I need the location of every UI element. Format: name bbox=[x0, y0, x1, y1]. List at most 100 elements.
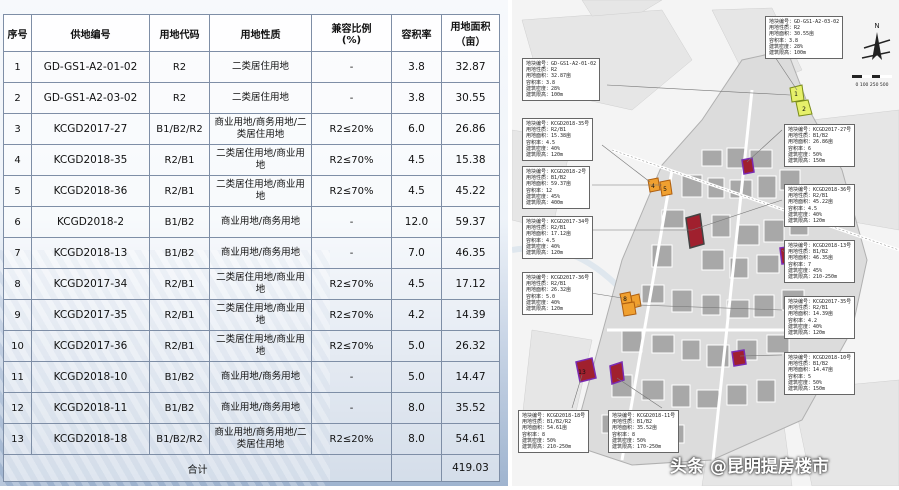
callout-12: 地块编号：KCGD2018-18号 用地性质：B1/B2/R2 用地面积：54.61… bbox=[518, 410, 590, 454]
row-area: 26.86 bbox=[441, 113, 500, 145]
parcel-12 bbox=[609, 360, 625, 386]
callout-10: 地块编号：KCGD2017-35号 用地性质：R2/B1 用地面积：14.39亩 容积… bbox=[784, 296, 856, 340]
row-compat-ratio: - bbox=[311, 51, 392, 83]
parcel-3 bbox=[741, 157, 755, 175]
callout-2: 地块编号：GD-GS1-A2-01-02 用地性质：R2 用地面积：32.87亩 容积… bbox=[522, 58, 601, 102]
row-land-code: B1/B2/R2 bbox=[149, 423, 210, 455]
row-area: 14.47 bbox=[441, 361, 500, 393]
row-index: 12 bbox=[3, 392, 32, 424]
row-land-use: 商业用地/商务用地 bbox=[209, 206, 312, 238]
parcel-13 bbox=[575, 357, 597, 383]
row-area: 59.37 bbox=[441, 206, 500, 238]
header-far: 容积率 bbox=[391, 14, 442, 52]
row-parcel-id: KCGD2018-10 bbox=[31, 361, 150, 393]
row-parcel-id: GD-GS1-A2-03-02 bbox=[31, 82, 150, 114]
parcel-label-5: 5 bbox=[663, 186, 667, 193]
row-parcel-id: KCGD2017-27 bbox=[31, 113, 150, 145]
total-label: 合计 bbox=[3, 454, 392, 482]
total-empty bbox=[391, 454, 442, 482]
row-area: 32.87 bbox=[441, 51, 500, 83]
row-area: 45.22 bbox=[441, 175, 500, 207]
row-area: 46.35 bbox=[441, 237, 500, 269]
row-land-code: R2/B1 bbox=[149, 299, 210, 331]
callout-8: 地块编号：KCGD2018-13号 用地性质：B1/B2 用地面积：46.35亩 容积… bbox=[784, 240, 856, 284]
total-value: 419.03 bbox=[441, 454, 500, 482]
callout-4: 地块编号：KCGD2018-35号 用地性质：R2/B1 用地面积：15.38亩 容积… bbox=[522, 118, 594, 162]
land-table: 序号 供地编号 用地代码 用地性质 兼容比例 (%) 容积率 用地面积 （亩） … bbox=[3, 14, 500, 482]
table-row: 13 KCGD2018-18 B1/B2/R2 商业用地/商务用地/二类居住用地 R2≤… bbox=[3, 423, 500, 455]
row-land-code: B1/B2/R2 bbox=[149, 113, 210, 145]
row-compat-ratio: R2≤20% bbox=[311, 423, 392, 455]
row-index: 7 bbox=[3, 237, 32, 269]
table-row: 2 GD-GS1-A2-03-02 R2 二类居住用地 -3.8 30.55 bbox=[3, 82, 500, 114]
row-index: 13 bbox=[3, 423, 32, 455]
parcel-10 bbox=[621, 301, 637, 317]
parcel-label-13: 13 bbox=[578, 369, 586, 376]
row-land-use: 二类居住用地 bbox=[209, 51, 312, 83]
row-compat-ratio: R2≤70% bbox=[311, 268, 392, 300]
row-land-use: 二类居住用地/商业用地 bbox=[209, 144, 312, 176]
row-far: 8.0 bbox=[391, 423, 442, 455]
row-land-use: 商业用地/商务用地 bbox=[209, 237, 312, 269]
row-far: 4.5 bbox=[391, 268, 442, 300]
callout-9: 地块编号：KCGD2017-36号 用地性质：R2/B1 用地面积：26.32亩 容积… bbox=[522, 272, 594, 316]
land-map: 1 2 4 5 8 13 N 0 100 250 500 bbox=[511, 0, 899, 487]
table-header-row: 序号 供地编号 用地代码 用地性质 兼容比例 (%) 容积率 用地面积 （亩） bbox=[3, 14, 500, 52]
callout-13: 地块编号：KCGD2018-11号 用地性质：B1/B2 用地面积：35.52亩 容积… bbox=[608, 410, 680, 454]
header-area: 用地面积 （亩） bbox=[441, 14, 500, 52]
row-index: 10 bbox=[3, 330, 32, 362]
parcel-label-2: 2 bbox=[802, 106, 806, 113]
callout-5: 地块编号：KCGD2018-2号 用地性质：B1/B2 用地面积：59.37亩 容积率… bbox=[522, 166, 591, 210]
callout-11: 地块编号：KCGD2018-10号 用地性质：B1/B2 用地面积：14.47亩 容积… bbox=[784, 352, 856, 396]
row-compat-ratio: - bbox=[311, 82, 392, 114]
row-compat-ratio: R2≤70% bbox=[311, 299, 392, 331]
row-land-use: 商业用地/商务用地/二类居住用地 bbox=[209, 423, 312, 455]
table-row: 3 KCGD2017-27 B1/B2/R2 商业用地/商务用地/二类居住用地 R2≤2… bbox=[3, 113, 500, 145]
parcel-11 bbox=[731, 349, 747, 367]
row-land-code: B1/B2 bbox=[149, 361, 210, 393]
north-label: N bbox=[874, 22, 879, 30]
row-land-use: 商业用地/商务用地 bbox=[209, 392, 312, 424]
header-compat-ratio: 兼容比例 (%) bbox=[311, 14, 392, 52]
row-land-code: R2/B1 bbox=[149, 175, 210, 207]
row-far: 12.0 bbox=[391, 206, 442, 238]
row-index: 1 bbox=[3, 51, 32, 83]
table-row: 1 GD-GS1-A2-01-02 R2 二类居住用地 -3.8 32.87 bbox=[3, 51, 500, 83]
row-far: 5.0 bbox=[391, 361, 442, 393]
row-land-use: 二类居住用地/商业用地 bbox=[209, 299, 312, 331]
row-far: 7.0 bbox=[391, 237, 442, 269]
row-land-use: 二类居住用地 bbox=[209, 82, 312, 114]
row-area: 26.32 bbox=[441, 330, 500, 362]
row-index: 9 bbox=[3, 299, 32, 331]
header-index: 序号 bbox=[3, 14, 32, 52]
row-land-code: R2/B1 bbox=[149, 268, 210, 300]
callout-1: 地块编号：GD-GS1-A2-03-02 用地性质：R2 用地面积：30.55亩 容积… bbox=[765, 16, 844, 60]
row-land-use: 商业用地/商务用地 bbox=[209, 361, 312, 393]
row-parcel-id: KCGD2018-11 bbox=[31, 392, 150, 424]
row-far: 4.2 bbox=[391, 299, 442, 331]
row-parcel-id: KCGD2017-35 bbox=[31, 299, 150, 331]
callout-6: 地块编号：KCGD2018-36号 用地性质：R2/B1 用地面积：45.22亩 容积… bbox=[784, 184, 856, 228]
parcel-1 bbox=[789, 84, 805, 103]
row-land-use: 二类居住用地/商业用地 bbox=[209, 175, 312, 207]
row-land-code: R2/B1 bbox=[149, 144, 210, 176]
row-far: 4.5 bbox=[391, 144, 442, 176]
header-parcel-id: 供地编号 bbox=[31, 14, 150, 52]
row-index: 4 bbox=[3, 144, 32, 176]
parcel-5 bbox=[659, 179, 673, 197]
table-total-row: 合计 419.03 bbox=[3, 454, 500, 482]
row-area: 54.61 bbox=[441, 423, 500, 455]
row-far: 6.0 bbox=[391, 113, 442, 145]
row-compat-ratio: - bbox=[311, 361, 392, 393]
parcel-2 bbox=[795, 99, 813, 117]
row-land-code: R2 bbox=[149, 51, 210, 83]
row-far: 5.0 bbox=[391, 330, 442, 362]
land-table-panel: 序号 供地编号 用地代码 用地性质 兼容比例 (%) 容积率 用地面积 （亩） … bbox=[0, 0, 516, 486]
row-area: 30.55 bbox=[441, 82, 500, 114]
row-parcel-id: KCGD2018-13 bbox=[31, 237, 150, 269]
callout-3: 地块编号：KCGD2017-27号 用地性质：B1/B2 用地面积：26.86亩 容积… bbox=[784, 124, 856, 168]
row-index: 11 bbox=[3, 361, 32, 393]
row-parcel-id: GD-GS1-A2-01-02 bbox=[31, 51, 150, 83]
row-index: 5 bbox=[3, 175, 32, 207]
row-land-use: 商业用地/商务用地/二类居住用地 bbox=[209, 113, 312, 145]
